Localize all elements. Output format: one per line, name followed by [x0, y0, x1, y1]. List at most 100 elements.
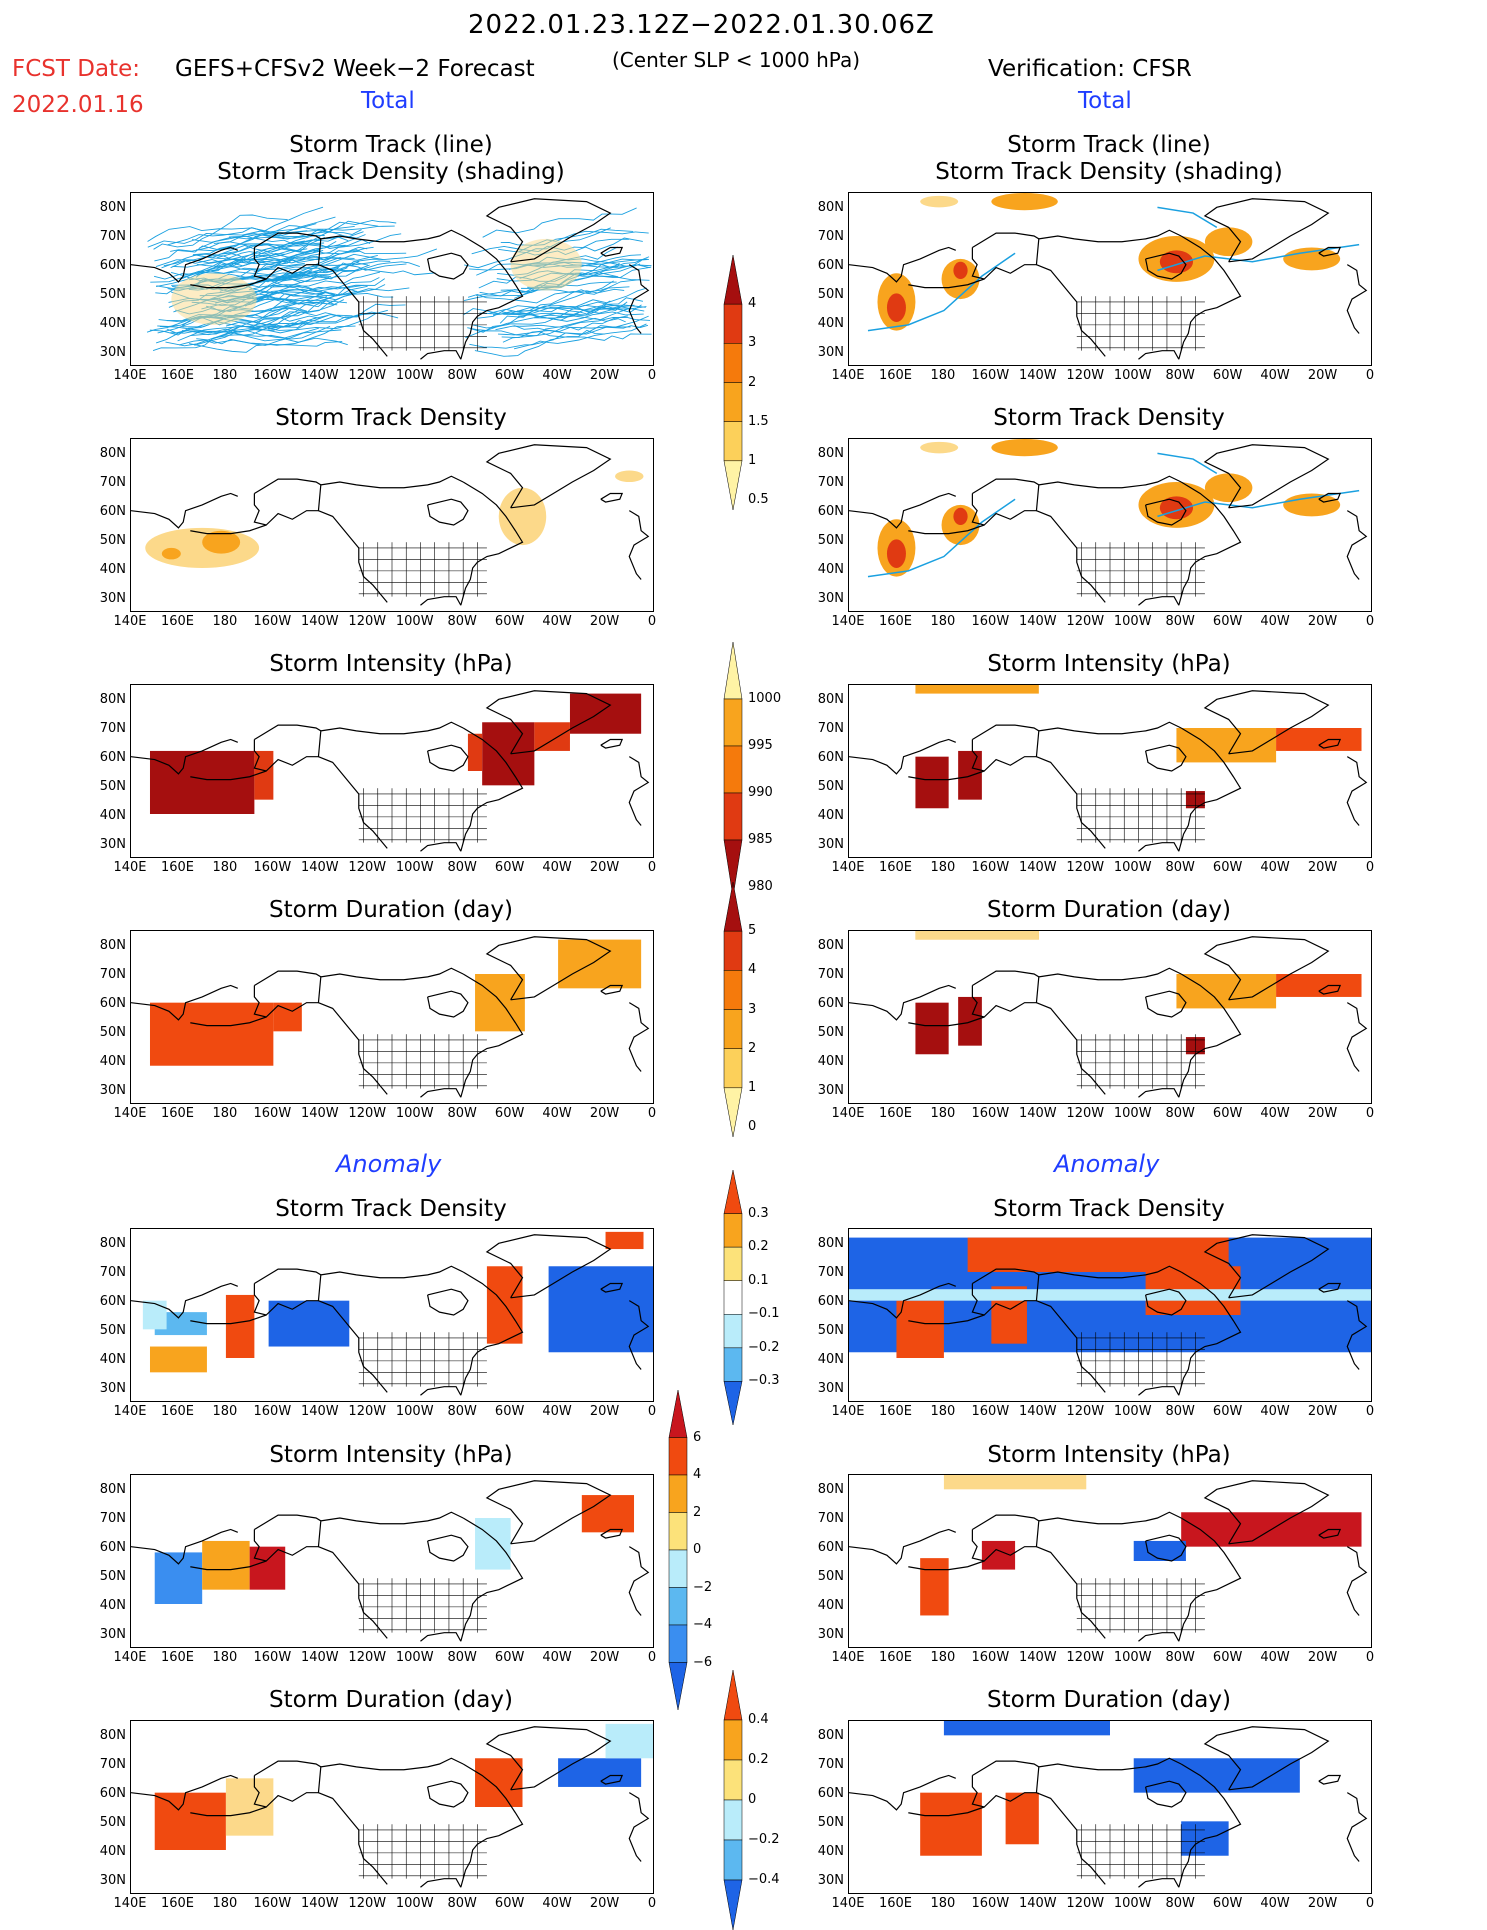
map-svg-left-6 [131, 1480, 650, 1642]
lon-label: 140W [300, 1650, 339, 1665]
lat-label: 80N [99, 692, 126, 707]
lon-label: 180 [930, 1650, 956, 1665]
colorbar-label: 0.2 [748, 1752, 769, 1767]
lat-label: 80N [99, 1728, 126, 1743]
colorbar-label: −6 [693, 1654, 713, 1670]
title-right-2: Storm Track Density [993, 405, 1225, 431]
lon-label: 80W [1165, 614, 1195, 629]
lon-label: 160E [878, 1404, 912, 1419]
lon-label: 140E [113, 860, 147, 875]
lon-label: 20W [589, 614, 620, 629]
lon-label: 20W [589, 368, 620, 383]
map-panel-left-2 [130, 438, 654, 612]
map-svg-right-2 [849, 439, 1368, 606]
lon-label: 160W [971, 614, 1010, 629]
colorbar-label: 3 [748, 1001, 757, 1017]
lon-label: 180 [930, 1896, 956, 1911]
lat-label: 70N [99, 721, 126, 736]
map-svg-left-5 [131, 1231, 653, 1396]
lon-label: 120W [1066, 1106, 1105, 1121]
lon-label: 0 [1365, 860, 1375, 875]
lat-label: 30N [99, 345, 126, 360]
lat-label: 30N [817, 1381, 844, 1396]
lon-label: 0 [647, 1896, 657, 1911]
lon-label: 100W [395, 614, 434, 629]
title-left-1a: Storm Track (line) [289, 132, 493, 158]
lon-label: 20W [589, 1404, 620, 1419]
colorbar-intensity [723, 642, 743, 897]
lat-label: 40N [99, 1352, 126, 1367]
map-panel-left-6 [130, 1474, 654, 1648]
lon-label: 160E [878, 1106, 912, 1121]
lon-label: 160W [971, 860, 1010, 875]
colorbar-label: 1.5 [748, 413, 769, 429]
lat-label: 60N [817, 996, 844, 1011]
colorbar-label: −0.2 [748, 1339, 780, 1355]
lon-label: 20W [589, 1106, 620, 1121]
lon-label: 160W [253, 860, 292, 875]
lat-label: 70N [99, 229, 126, 244]
lat-label: 30N [99, 1873, 126, 1888]
lon-label: 80W [447, 1106, 477, 1121]
colorbar-duration [723, 882, 743, 1137]
lon-label: 140W [300, 860, 339, 875]
lon-label: 120W [348, 614, 387, 629]
colorbar-label: 2 [693, 1504, 702, 1520]
lat-label: 50N [817, 533, 844, 548]
lon-label: 180 [212, 614, 238, 629]
lat-label: 50N [99, 1025, 126, 1040]
lon-label: 160W [253, 614, 292, 629]
lon-label: 80W [1165, 1106, 1195, 1121]
lon-label: 160W [253, 1896, 292, 1911]
map-svg-right-5 [849, 1234, 1371, 1396]
lon-label: 120W [1066, 1650, 1105, 1665]
title-right-6: Storm Intensity (hPa) [987, 1442, 1231, 1468]
map-svg-left-1 [131, 198, 652, 360]
title-left-2: Storm Track Density [275, 405, 507, 431]
lat-label: 70N [817, 475, 844, 490]
lon-label: 100W [395, 368, 434, 383]
lon-label: 140W [1018, 860, 1057, 875]
lon-label: 160W [971, 1404, 1010, 1419]
lat-label: 40N [817, 1844, 844, 1859]
lat-label: 70N [99, 1757, 126, 1772]
lon-label: 60W [1212, 368, 1243, 383]
lon-label: 100W [1113, 1650, 1152, 1665]
lon-label: 100W [395, 860, 434, 875]
lat-label: 30N [817, 837, 844, 852]
lon-label: 0 [647, 1106, 657, 1121]
map-svg-right-6 [849, 1475, 1368, 1642]
lat-label: 80N [817, 1728, 844, 1743]
lat-label: 40N [99, 1054, 126, 1069]
title-right-3: Storm Intensity (hPa) [987, 651, 1231, 677]
lat-label: 50N [99, 1323, 126, 1338]
lon-label: 140E [831, 1650, 865, 1665]
lon-label: 120W [348, 1106, 387, 1121]
lon-label: 180 [930, 1106, 956, 1121]
lon-label: 140W [300, 614, 339, 629]
map-svg-right-3 [849, 685, 1368, 852]
lon-label: 140W [1018, 1896, 1057, 1911]
lat-label: 40N [817, 1054, 844, 1069]
lon-label: 0 [1365, 1404, 1375, 1419]
lon-label: 160E [160, 1404, 194, 1419]
title-left-5: Storm Track Density [275, 1196, 507, 1222]
lon-label: 100W [1113, 860, 1152, 875]
map-svg-right-4 [849, 931, 1368, 1098]
lat-label: 80N [99, 200, 126, 215]
lat-label: 50N [817, 1569, 844, 1584]
period-title: 2022.01.23.12Z−2022.01.30.06Z [468, 10, 935, 40]
lon-label: 20W [1307, 368, 1338, 383]
verification-label: Verification: CFSR [988, 56, 1192, 82]
lon-label: 60W [1212, 860, 1243, 875]
lat-label: 40N [817, 1598, 844, 1613]
map-panel-right-1 [848, 192, 1372, 366]
lon-label: 40W [542, 1896, 572, 1911]
colorbar-label: 980 [748, 879, 773, 894]
lon-label: 60W [1212, 1106, 1243, 1121]
lon-label: 0 [647, 1650, 657, 1665]
lat-label: 40N [817, 562, 844, 577]
lon-label: 160E [160, 614, 194, 629]
colorbar-anom_density [723, 1170, 743, 1425]
lat-label: 40N [817, 1352, 844, 1367]
